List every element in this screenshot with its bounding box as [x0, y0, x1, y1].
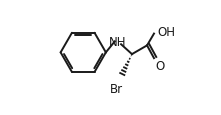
Text: NH: NH [109, 36, 127, 48]
Text: O: O [155, 59, 164, 72]
Text: Br: Br [110, 82, 123, 95]
Text: OH: OH [157, 26, 175, 39]
